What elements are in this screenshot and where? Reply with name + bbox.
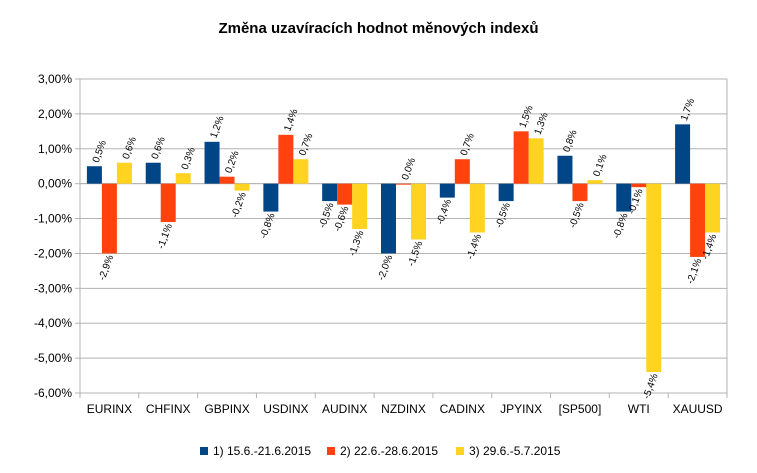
bar (469, 183, 485, 233)
bar (513, 131, 529, 184)
x-tick-label: JPYINX (500, 402, 542, 416)
bar (234, 183, 250, 191)
x-tick-label: NZDINX (381, 402, 426, 416)
bar (631, 183, 647, 188)
x-tick-label: WTI (628, 402, 650, 416)
legend-label: 1) 15.6.-21.6.2015 (213, 444, 311, 458)
data-label: 1,4% (282, 108, 300, 133)
data-label: 0,1% (591, 153, 609, 178)
data-label: 1,7% (679, 97, 697, 122)
data-label: 0,6% (150, 135, 168, 160)
data-label: 1,3% (533, 111, 551, 136)
legend-swatch (327, 447, 335, 455)
x-tick-label: CADINX (440, 402, 485, 416)
chart-title: Změna uzavíracích hodnot měnových indexů (218, 20, 539, 37)
x-tick-label: XAUUSD (673, 402, 723, 416)
legend-label: 3) 29.6.-5.7.2015 (469, 444, 561, 458)
bar (557, 155, 573, 184)
bar (337, 183, 353, 205)
bar (322, 183, 338, 202)
bar (396, 183, 411, 185)
data-label: -0,8% (611, 212, 630, 240)
bar (454, 159, 470, 184)
data-label: -5,4% (641, 372, 660, 400)
data-label: 0,7% (297, 132, 315, 157)
data-label: 0,5% (91, 139, 109, 164)
data-label: -2,1% (685, 257, 704, 285)
bar (646, 183, 662, 373)
data-label: -1,4% (465, 233, 484, 261)
data-label: -0,8% (258, 212, 277, 240)
y-tick-label: -3,00% (34, 281, 72, 295)
data-label: 0,3% (180, 146, 198, 171)
data-label: -0,5% (494, 201, 513, 229)
data-label: 0,0% (400, 156, 418, 181)
data-label: -2,9% (97, 254, 116, 282)
data-label: -2,0% (376, 254, 395, 282)
bar (293, 159, 309, 184)
y-tick-label: 2,00% (38, 107, 72, 121)
x-tick-label: USDINX (263, 402, 308, 416)
legend-swatch (456, 447, 464, 455)
bars (86, 124, 721, 373)
bar (675, 124, 691, 184)
gridlines (80, 78, 727, 394)
bar (116, 162, 132, 184)
bar (219, 176, 235, 184)
bar (616, 183, 632, 212)
x-tick-label: CHFINX (146, 402, 191, 416)
y-tick-label: -4,00% (34, 316, 72, 330)
bar (145, 162, 161, 184)
data-label: -0,4% (435, 198, 454, 226)
bar (572, 183, 588, 202)
bar (263, 183, 279, 212)
data-labels: 0,5%-2,9%0,6% 0,6%-1,1%0,3%1,2%0,2%-0,2%-… (91, 97, 720, 401)
x-tick-label: [SP500] (559, 402, 602, 416)
data-label: 1,2% (209, 115, 227, 140)
y-tick-label: 3,00% (38, 72, 72, 86)
data-label: 0,8% (561, 128, 579, 153)
x-tick-label: EURINX (87, 402, 132, 416)
x-tick-label: AUDINX (322, 402, 367, 416)
data-label: 0,7% (459, 132, 477, 157)
y-tick-label: -2,00% (34, 246, 72, 260)
data-label: -0,2% (230, 191, 249, 219)
data-label: -1,1% (156, 222, 175, 250)
bar (101, 183, 117, 254)
bar (86, 166, 102, 184)
data-label: 1,5% (518, 104, 536, 129)
legend: 1) 15.6.-21.6.2015 2) 22.6.-28.6.2015 3) 2… (200, 444, 561, 458)
y-tick-label: -5,00% (34, 351, 72, 365)
bar (411, 183, 426, 240)
legend-swatch (200, 447, 208, 455)
data-label: 0,6% (121, 135, 139, 160)
x-tick-label: GBPINX (204, 402, 249, 416)
bar (278, 134, 294, 184)
bar (352, 183, 368, 230)
bar (705, 183, 721, 233)
bar (175, 173, 191, 184)
bar (690, 183, 706, 257)
bar (204, 141, 220, 184)
legend-label: 2) 22.6.-28.6.2015 (340, 444, 438, 458)
bar (498, 183, 514, 202)
bar (160, 183, 176, 223)
y-tick-label: -1,00% (34, 212, 72, 226)
bar (587, 180, 603, 184)
bar (381, 183, 396, 254)
bar (439, 183, 455, 198)
y-tick-label: 0,00% (38, 177, 72, 191)
y-tick-label: 1,00% (38, 142, 72, 156)
axes: 3,00% 2,00% 1,00% 0,00% -1,00% -2,00% -3,00% -4… (34, 72, 728, 416)
data-label: -0,5% (568, 201, 587, 229)
y-tick-label: -6,00% (34, 386, 72, 400)
data-label: 0,2% (224, 149, 242, 174)
bar (528, 138, 544, 184)
